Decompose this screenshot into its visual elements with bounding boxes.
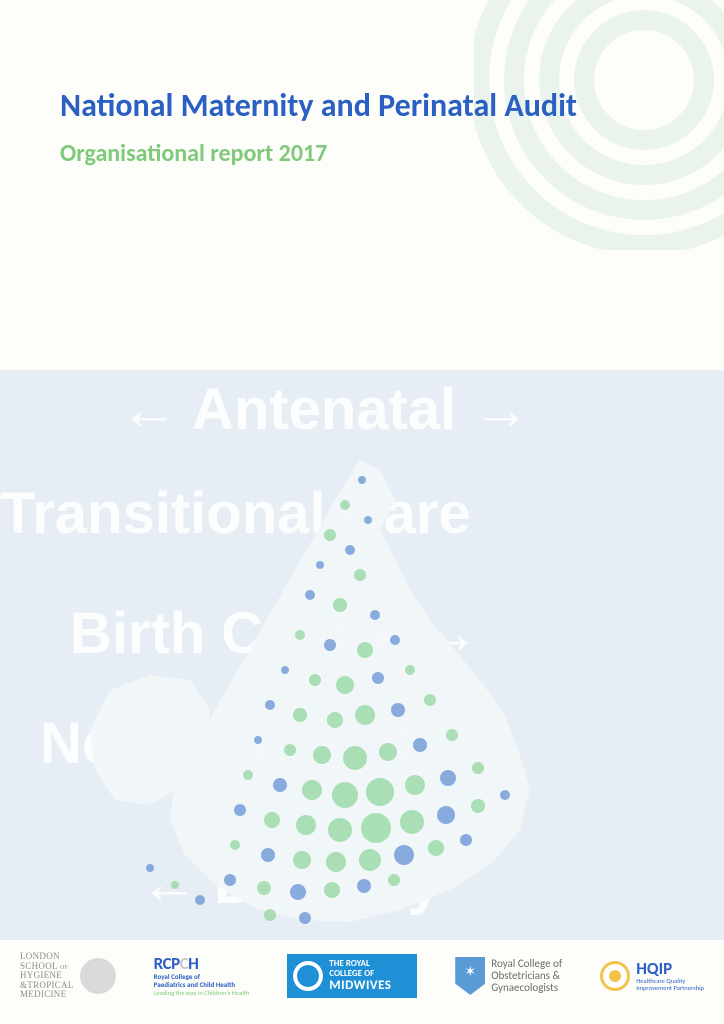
hqip-mark-icon [600,961,630,991]
uk-map [0,370,724,940]
report-subtitle: Organisational report 2017 [60,139,664,168]
hqip-text: HQIP Healthcare Quality Improvement Part… [636,960,704,991]
logo-lshtm: LONDON SCHOOL of HYGIENE &TROPICAL MEDIC… [20,952,116,1000]
rcpch-sub2: Paediatrics and Child Health [154,981,250,988]
report-header: National Maternity and Perinatal Audit O… [60,88,664,168]
hqip-main: HQIP [636,960,704,978]
hqip-sub2: Improvement Partnership [636,985,704,992]
report-title: National Maternity and Perinatal Audit [60,88,664,125]
lshtm-line5: MEDICINE [20,990,74,999]
footer-logos: LONDON SCHOOL of HYGIENE &TROPICAL MEDIC… [20,948,704,1004]
map-section: ← Antenatal → Transitional Care Birth Ce… [0,370,724,940]
rcm-text: THE ROYAL COLLEGE OF MIDWIVES [329,959,391,993]
rcpch-gap: C [180,953,189,974]
logo-hqip: HQIP Healthcare Quality Improvement Part… [600,952,704,1000]
rcog-line3: Gynaecologists [491,982,562,994]
lshtm-seal-icon [80,958,116,994]
rcpch-post: H [188,953,198,974]
rcpch-text: RCPCH Royal College of Paediatrics and C… [154,955,250,996]
lshtm-text: LONDON SCHOOL of HYGIENE &TROPICAL MEDIC… [20,952,74,999]
rcpch-tag: Leading the way in Children's Health [154,990,250,997]
rcpch-wordmark: RCPCH [154,955,250,973]
rcm-line3: MIDWIVES [329,979,391,993]
rcm-mother-child-icon [293,961,323,991]
logo-rcpch: RCPCH Royal College of Paediatrics and C… [154,952,250,1000]
rcm-badge: THE ROYAL COLLEGE OF MIDWIVES [287,954,417,998]
rcog-text: Royal College of Obstetricians & Gynaeco… [491,958,562,994]
logo-rcm: THE ROYAL COLLEGE OF MIDWIVES [287,952,417,1000]
rcog-shield-icon: ✶ [455,957,485,995]
logo-rcog: ✶ Royal College of Obstetricians & Gynae… [455,952,562,1000]
rcpch-pre: RCP [154,953,180,974]
